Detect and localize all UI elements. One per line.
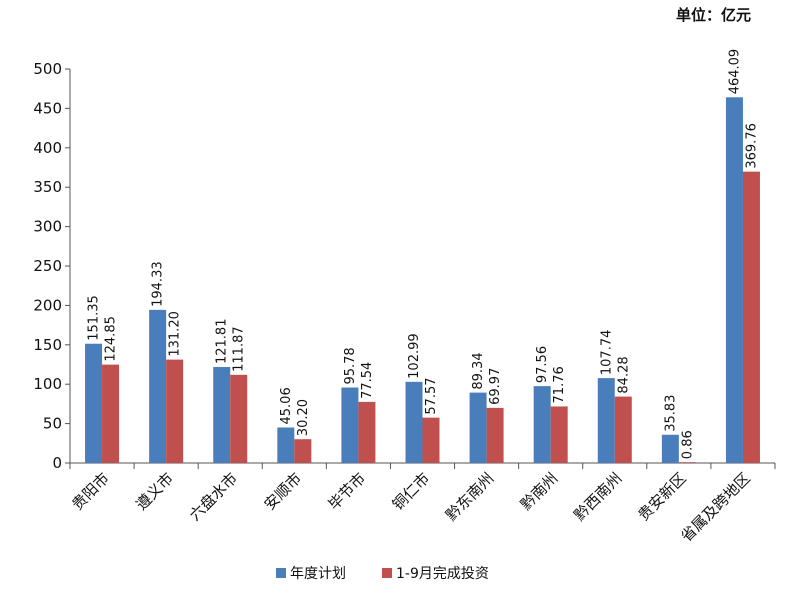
bar-actual bbox=[166, 359, 184, 463]
x-category-label: 贵阳市 bbox=[68, 469, 113, 514]
unit-label: 单位：亿元 bbox=[676, 6, 752, 24]
x-category-label: 安顺市 bbox=[261, 469, 306, 514]
bar-actual bbox=[102, 364, 120, 463]
x-category-label: 铜仁市 bbox=[389, 469, 434, 514]
bar-plan bbox=[661, 434, 679, 463]
bar-plan bbox=[405, 381, 423, 463]
bar-plan bbox=[85, 343, 103, 463]
bar-actual bbox=[294, 439, 312, 463]
bar-plan bbox=[469, 392, 487, 463]
bar-actual bbox=[550, 406, 568, 463]
bar-plan bbox=[533, 386, 551, 463]
data-label: 77.54 bbox=[360, 362, 375, 399]
y-tick-label: 50 bbox=[43, 415, 62, 433]
data-label: 35.83 bbox=[663, 395, 678, 432]
data-label: 97.56 bbox=[535, 346, 550, 383]
x-category-label: 遵义市 bbox=[132, 469, 177, 514]
data-label: 69.97 bbox=[488, 368, 503, 405]
y-tick-label: 350 bbox=[33, 178, 62, 196]
data-label: 131.20 bbox=[168, 311, 183, 357]
data-label: 71.76 bbox=[552, 366, 567, 403]
y-tick-label: 250 bbox=[33, 257, 62, 275]
bar-actual bbox=[614, 396, 632, 463]
bar-plan bbox=[149, 309, 167, 463]
data-label: 464.09 bbox=[727, 49, 742, 95]
y-tick-label: 450 bbox=[33, 99, 62, 117]
data-label: 151.35 bbox=[87, 295, 102, 341]
x-category-label: 毕节市 bbox=[325, 469, 370, 514]
bar-actual bbox=[230, 374, 248, 463]
data-label: 57.57 bbox=[424, 377, 439, 414]
bar-plan bbox=[213, 367, 231, 463]
data-label: 121.81 bbox=[215, 319, 230, 365]
bar-plan bbox=[597, 378, 615, 463]
data-label: 95.78 bbox=[343, 347, 358, 384]
bar-actual bbox=[358, 401, 376, 463]
legend-swatch-actual bbox=[382, 568, 392, 578]
data-label: 45.06 bbox=[279, 387, 294, 424]
bar-actual bbox=[486, 407, 504, 463]
y-tick-label: 400 bbox=[33, 139, 62, 157]
bar-plan bbox=[725, 97, 743, 463]
bar-plan bbox=[341, 387, 359, 463]
bar-actual bbox=[678, 462, 696, 463]
data-label: 0.86 bbox=[680, 430, 695, 459]
x-category-label: 省属及跨地区 bbox=[677, 469, 753, 545]
x-category-label: 黔东南州 bbox=[442, 469, 497, 524]
y-tick-label: 300 bbox=[33, 218, 62, 236]
y-tick-label: 200 bbox=[33, 296, 62, 314]
x-category-label: 黔西南州 bbox=[570, 469, 625, 524]
data-label: 84.28 bbox=[616, 356, 631, 393]
bar-actual bbox=[422, 417, 440, 463]
x-category-label: 六盘水市 bbox=[186, 469, 241, 524]
y-tick-label: 100 bbox=[33, 375, 62, 393]
data-label: 111.87 bbox=[232, 326, 247, 372]
legend-label-actual: 1-9月完成投资 bbox=[396, 566, 489, 582]
legend-label-plan: 年度计划 bbox=[290, 566, 346, 582]
y-tick-label: 0 bbox=[52, 454, 62, 472]
data-label: 107.74 bbox=[599, 330, 614, 376]
y-tick-label: 500 bbox=[33, 60, 62, 78]
y-tick-label: 150 bbox=[33, 336, 62, 354]
data-label: 30.20 bbox=[296, 399, 311, 436]
bar-actual bbox=[742, 171, 760, 463]
x-category-label: 贵安新区 bbox=[635, 469, 690, 524]
data-label: 369.76 bbox=[744, 123, 759, 169]
bar-plan bbox=[277, 427, 295, 463]
data-label: 124.85 bbox=[104, 316, 119, 362]
data-label: 102.99 bbox=[407, 333, 422, 379]
legend-swatch-plan bbox=[276, 568, 286, 578]
data-label: 89.34 bbox=[471, 352, 486, 389]
x-category-label: 黔南州 bbox=[517, 469, 562, 514]
data-label: 194.33 bbox=[151, 261, 166, 307]
